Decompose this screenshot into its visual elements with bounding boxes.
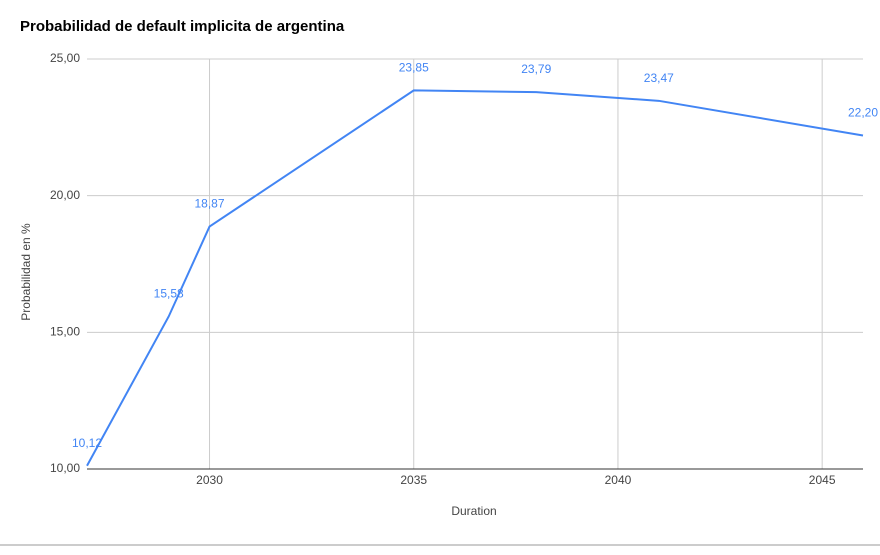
chart-title: Probabilidad de default implicita de arg… — [20, 18, 345, 35]
x-axis-label: Duration — [451, 504, 496, 518]
data-label: 18,87 — [195, 197, 225, 211]
y-tick-label: 20,00 — [50, 188, 80, 202]
y-tick-label: 15,00 — [50, 325, 80, 339]
data-label: 23,47 — [644, 71, 674, 85]
data-label: 22,20 — [848, 106, 878, 120]
data-label: 15,58 — [154, 287, 184, 301]
x-tick-label: 2045 — [809, 473, 836, 487]
x-tick-label: 2030 — [196, 473, 223, 487]
y-tick-label: 10,00 — [50, 461, 80, 475]
data-label: 23,79 — [521, 62, 551, 76]
y-tick-label: 25,00 — [50, 51, 80, 65]
data-line — [86, 89, 864, 467]
x-tick-label: 2040 — [605, 473, 632, 487]
data-label: 10,12 — [72, 436, 102, 450]
x-tick-label: 2035 — [400, 473, 427, 487]
data-label: 23,85 — [399, 61, 429, 75]
y-axis-label: Probabilidad en % — [19, 223, 33, 321]
